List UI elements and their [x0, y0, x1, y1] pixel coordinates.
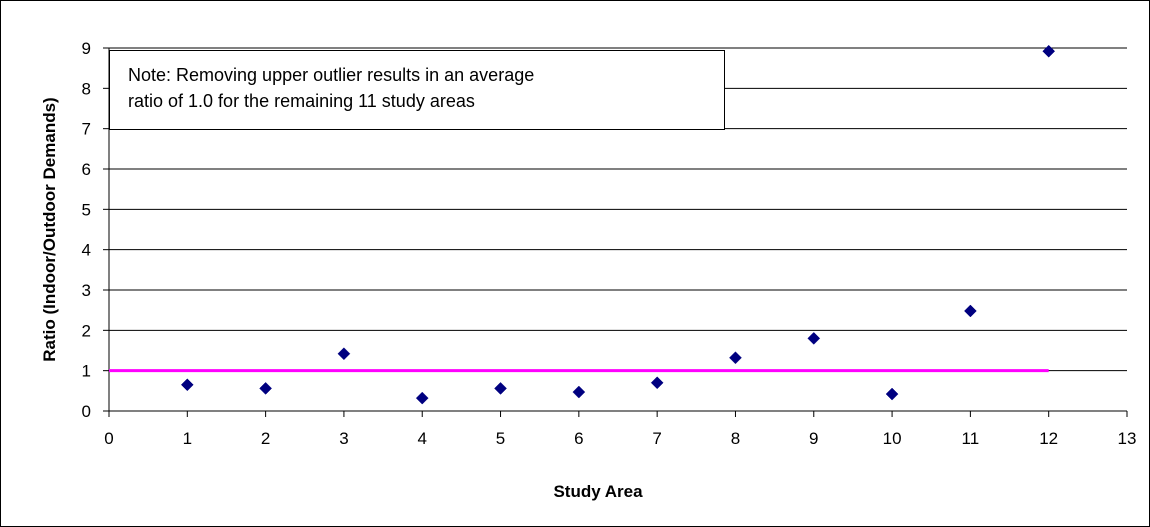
- y-tick-label-1: 1: [82, 362, 91, 381]
- y-tick-label-7: 7: [82, 120, 91, 139]
- x-tick-label-5: 5: [496, 429, 505, 448]
- x-tick-label-2: 2: [261, 429, 270, 448]
- data-point-12: [1042, 44, 1056, 58]
- data-point-10: [885, 387, 899, 401]
- data-point-8: [729, 351, 742, 365]
- y-tick-label-0: 0: [82, 402, 91, 421]
- x-tick-label-3: 3: [339, 429, 348, 448]
- data-point-11: [964, 304, 977, 318]
- x-tick-label-4: 4: [417, 429, 426, 448]
- x-tick-labels: 0 1 2 3 4 5 6 7 8 9 10 11 12 13: [104, 429, 1136, 448]
- x-tick-label-11: 11: [962, 429, 980, 448]
- x-tick-label-6: 6: [574, 429, 583, 448]
- x-tick-label-0: 0: [104, 429, 113, 448]
- y-tick-label-3: 3: [82, 281, 91, 300]
- y-tick-label-9: 9: [82, 39, 91, 58]
- x-tick-label-12: 12: [1039, 429, 1058, 448]
- data-point-6: [572, 385, 586, 399]
- x-tick-label-8: 8: [731, 429, 740, 448]
- y-axis-title: Ratio (Indoor/Outdoor Demands): [40, 97, 59, 361]
- data-point-1: [180, 378, 194, 392]
- x-tick-label-9: 9: [809, 429, 818, 448]
- x-tick-label-10: 10: [883, 429, 902, 448]
- x-tick-label-13: 13: [1118, 429, 1137, 448]
- y-tick-label-6: 6: [82, 160, 91, 179]
- data-point-2: [259, 382, 272, 395]
- data-point-5: [494, 382, 507, 395]
- data-point-7: [650, 376, 664, 390]
- x-tick-label-7: 7: [652, 429, 661, 448]
- y-tick-label-2: 2: [82, 321, 91, 340]
- x-tick-label-1: 1: [183, 429, 192, 448]
- y-tick-label-4: 4: [82, 241, 91, 260]
- data-points: [180, 44, 1056, 405]
- data-point-3: [337, 347, 351, 361]
- data-point-4: [415, 391, 429, 405]
- y-tick-label-8: 8: [82, 79, 91, 98]
- annotation-note: Note: Removing upper outlier results in …: [109, 50, 725, 130]
- annotation-line-2: ratio of 1.0 for the remaining 11 study …: [128, 91, 475, 111]
- data-point-9: [807, 332, 821, 345]
- y-tick-labels: 0 1 2 3 4 5 6 7 8 9: [82, 39, 91, 421]
- y-tick-label-5: 5: [82, 200, 91, 219]
- annotation-line-1: Note: Removing upper outlier results in …: [128, 65, 535, 85]
- x-axis-title: Study Area: [553, 482, 643, 501]
